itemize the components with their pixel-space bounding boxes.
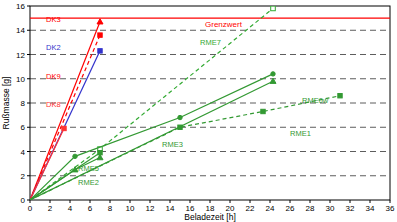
- series-line: [30, 74, 273, 200]
- reference-label: Grenzwert: [205, 20, 243, 29]
- x-tick-label: 6: [88, 204, 93, 213]
- y-tick-label: 0: [21, 196, 26, 205]
- x-tick-label: 0: [28, 204, 33, 213]
- marker: [261, 109, 265, 113]
- series-line: [30, 158, 100, 200]
- marker: [98, 49, 102, 53]
- series-label: RME2: [78, 178, 99, 187]
- series-label: DK9: [46, 72, 61, 81]
- grid-line: [30, 175, 390, 176]
- y-tick-label: 8: [21, 99, 26, 108]
- x-tick-label: 26: [286, 204, 295, 213]
- x-tick-label: 22: [246, 204, 255, 213]
- series-line: [30, 96, 340, 200]
- series-label: DK3: [46, 15, 61, 24]
- x-tick-label: 30: [326, 204, 335, 213]
- series-label: RME0w: [302, 96, 329, 105]
- x-tick-label: 28: [306, 204, 315, 213]
- y-tick-label: 6: [21, 123, 26, 132]
- x-tick-label: 32: [346, 204, 355, 213]
- marker: [97, 155, 103, 160]
- y-tick-label: 4: [21, 148, 26, 157]
- marker: [270, 78, 276, 83]
- x-tick-label: 14: [166, 204, 175, 213]
- grid-line: [30, 54, 390, 55]
- series-label: RME7: [200, 38, 221, 47]
- series-label: RME1: [290, 129, 311, 138]
- x-tick-label: 8: [108, 204, 113, 213]
- x-tick-label: 34: [366, 204, 375, 213]
- grid-line: [30, 151, 390, 152]
- marker: [271, 6, 276, 11]
- series-label: DK2: [46, 43, 61, 52]
- marker: [178, 115, 182, 119]
- y-tick-label: 16: [16, 2, 25, 11]
- y-tick-label: 14: [16, 26, 25, 35]
- marker: [271, 72, 275, 76]
- series-line: [30, 153, 100, 200]
- plot-area: [30, 6, 390, 200]
- x-tick-label: 2: [48, 204, 53, 213]
- x-tick-label: 10: [126, 204, 135, 213]
- reference-line: [30, 18, 390, 19]
- x-tick-label: 36: [386, 204, 395, 213]
- marker: [98, 33, 102, 37]
- series-label: RME5: [78, 164, 99, 173]
- x-tick-label: 24: [266, 204, 275, 213]
- grid-line: [30, 78, 390, 79]
- marker: [73, 154, 77, 158]
- marker: [62, 126, 66, 130]
- x-tick-label: 12: [146, 204, 155, 213]
- plot-frame: [30, 6, 390, 200]
- series-line: [30, 22, 100, 200]
- series-label: DK8: [46, 100, 61, 109]
- series-line: [30, 51, 100, 200]
- grid-line: [30, 127, 390, 128]
- chart: 0246810121416024681012141618202224262830…: [0, 0, 397, 222]
- series-line: [30, 8, 273, 200]
- marker: [97, 19, 103, 24]
- y-axis-label: Rußmasse [g]: [1, 77, 11, 130]
- x-tick-label: 4: [68, 204, 73, 213]
- series-label: RME3: [162, 140, 183, 149]
- marker: [178, 125, 182, 129]
- grid-line: [30, 30, 390, 31]
- y-tick-label: 12: [16, 51, 25, 60]
- x-axis-label: Beladezeit [h]: [184, 212, 236, 222]
- marker: [338, 94, 342, 98]
- y-tick-label: 2: [21, 172, 26, 181]
- y-tick-label: 10: [16, 75, 25, 84]
